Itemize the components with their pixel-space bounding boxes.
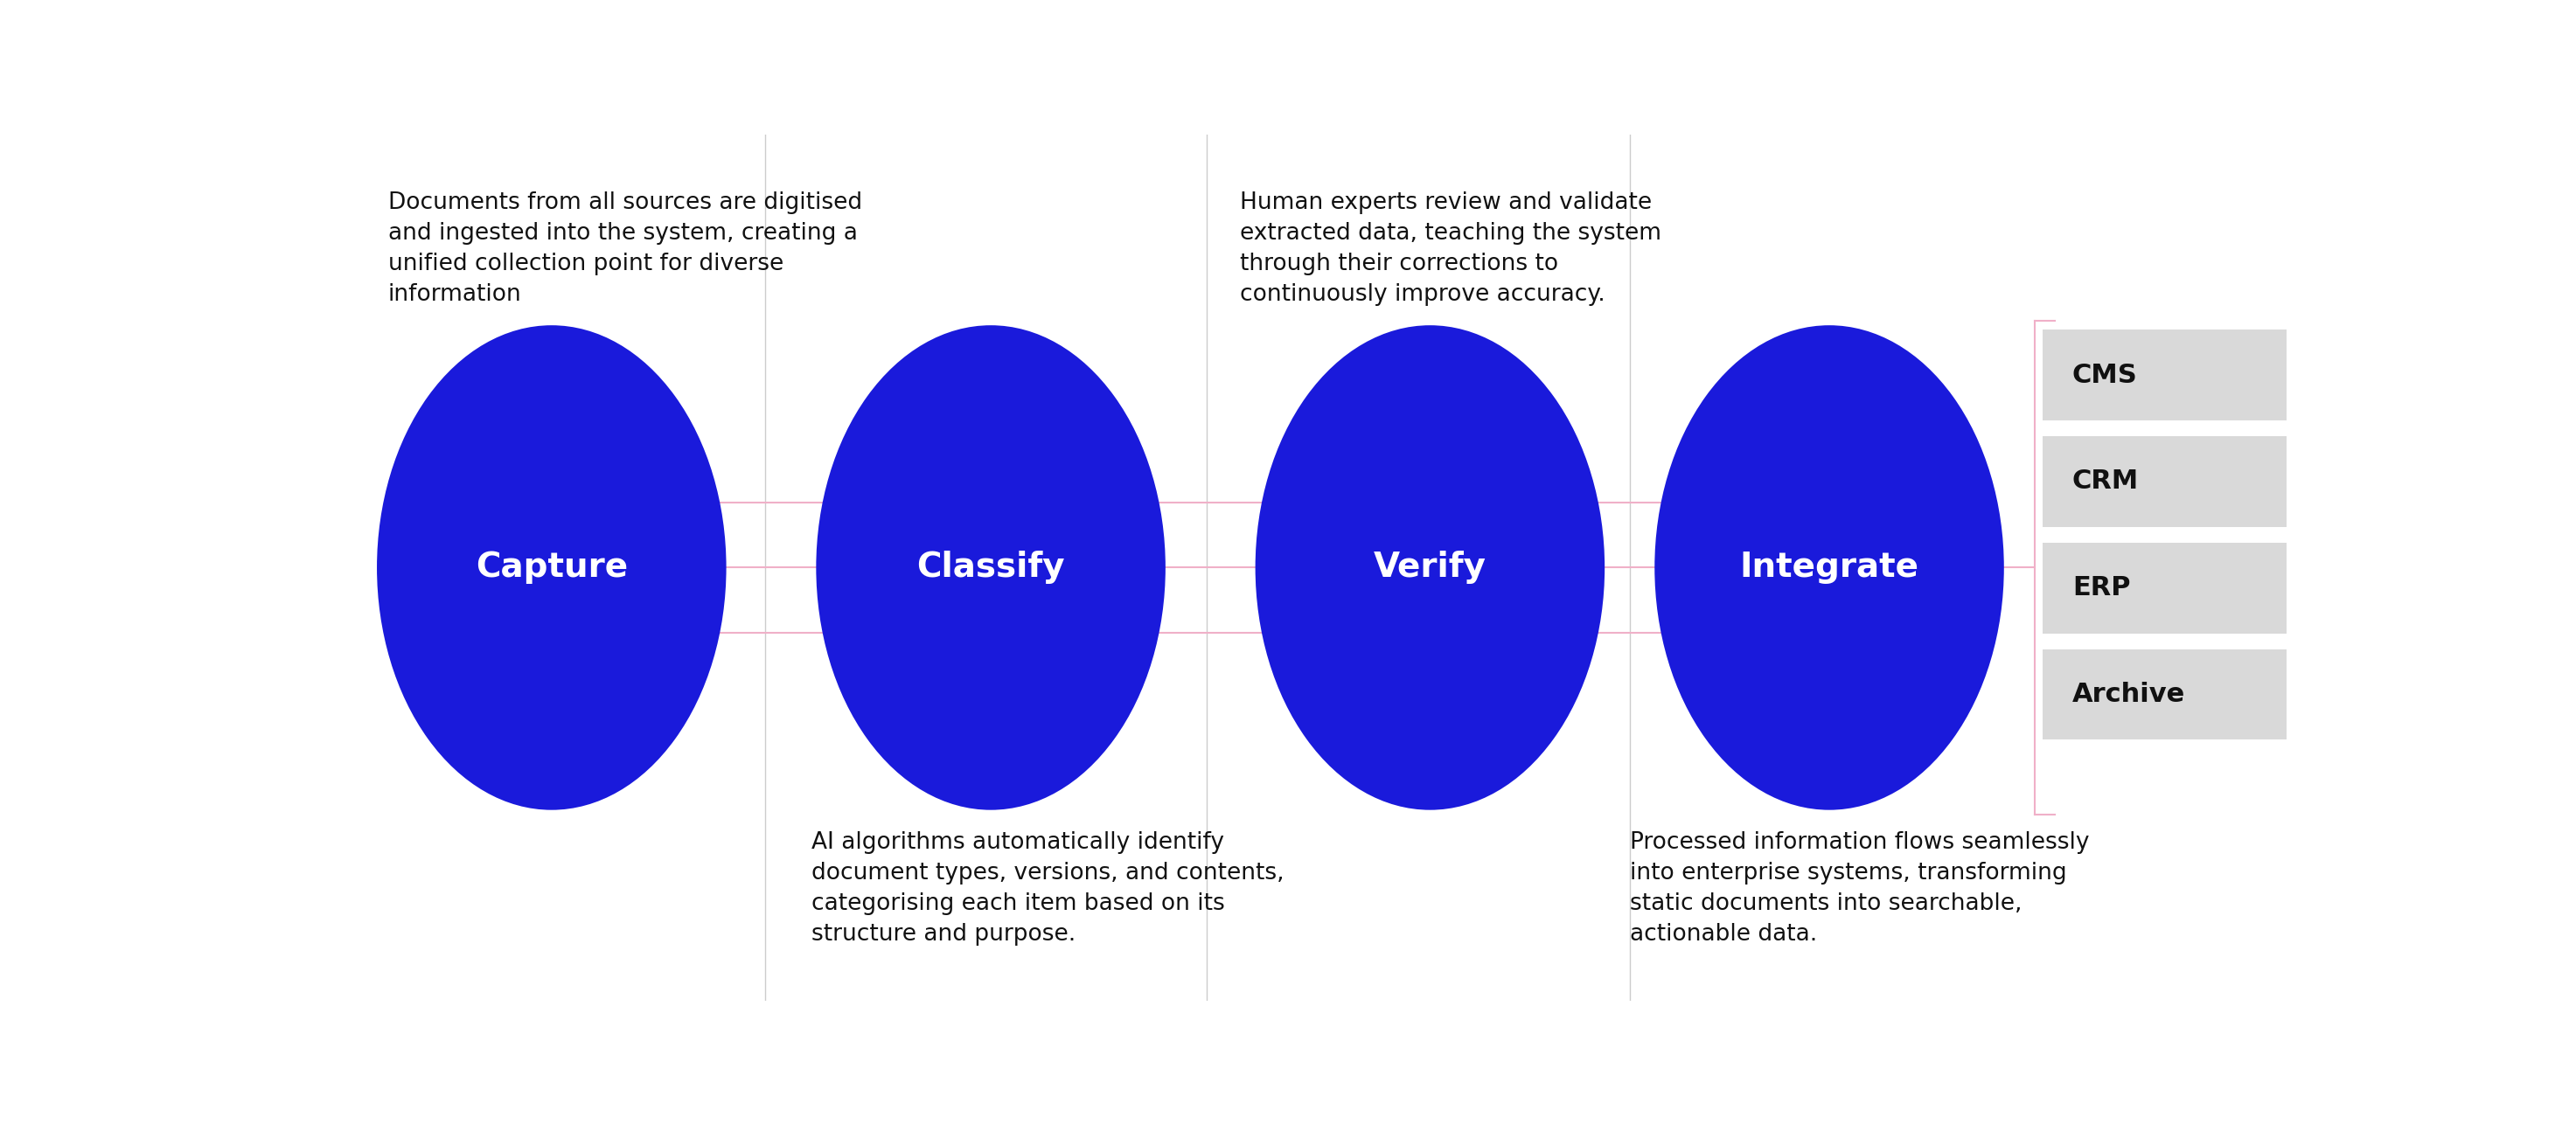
FancyBboxPatch shape bbox=[2043, 649, 2287, 740]
Text: ERP: ERP bbox=[2071, 575, 2130, 600]
Text: Archive: Archive bbox=[2071, 682, 2184, 707]
Text: Documents from all sources are digitised
and ingested into the system, creating : Documents from all sources are digitised… bbox=[389, 191, 863, 306]
Text: AI algorithms automatically identify
document types, versions, and contents,
cat: AI algorithms automatically identify doc… bbox=[811, 832, 1283, 946]
Text: CRM: CRM bbox=[2071, 469, 2138, 495]
Text: Processed information flows seamlessly
into enterprise systems, transforming
sta: Processed information flows seamlessly i… bbox=[1631, 832, 2089, 946]
Text: Verify: Verify bbox=[1373, 551, 1486, 584]
Ellipse shape bbox=[376, 325, 726, 810]
FancyBboxPatch shape bbox=[2043, 543, 2287, 634]
Text: Capture: Capture bbox=[477, 551, 629, 584]
Text: Classify: Classify bbox=[917, 551, 1064, 584]
Ellipse shape bbox=[817, 325, 1164, 810]
Ellipse shape bbox=[1255, 325, 1605, 810]
FancyBboxPatch shape bbox=[2043, 329, 2287, 420]
Ellipse shape bbox=[1654, 325, 2004, 810]
FancyBboxPatch shape bbox=[2043, 436, 2287, 527]
Text: CMS: CMS bbox=[2071, 362, 2138, 388]
Text: Human experts review and validate
extracted data, teaching the system
through th: Human experts review and validate extrac… bbox=[1242, 191, 1662, 306]
Text: Integrate: Integrate bbox=[1739, 551, 1919, 584]
